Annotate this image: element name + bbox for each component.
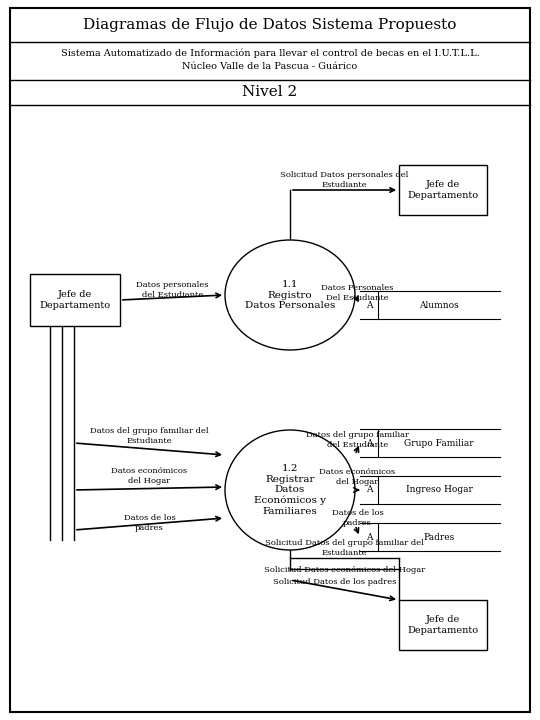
Bar — [30, 274, 120, 326]
Text: Datos del grupo familiar del
Estudiante: Datos del grupo familiar del Estudiante — [90, 428, 209, 444]
Text: A: A — [366, 438, 372, 448]
Ellipse shape — [225, 430, 355, 550]
Text: Diagramas de Flujo de Datos Sistema Propuesto: Diagramas de Flujo de Datos Sistema Prop… — [83, 18, 457, 32]
Text: Solicitud Datos personales del
Estudiante: Solicitud Datos personales del Estudiant… — [280, 171, 409, 189]
Text: Datos de los
padres: Datos de los padres — [332, 510, 383, 526]
Ellipse shape — [225, 240, 355, 350]
Text: Solicitud Datos de los padres: Solicitud Datos de los padres — [273, 578, 396, 586]
Text: A: A — [366, 533, 372, 541]
Text: Solicitud Datos del grupo familiar del
Estudiante: Solicitud Datos del grupo familiar del E… — [265, 539, 424, 557]
Text: Datos del grupo familiar
del Estudiante: Datos del grupo familiar del Estudiante — [306, 431, 409, 449]
Text: A: A — [366, 300, 372, 310]
Text: A: A — [366, 485, 372, 495]
Text: Datos Personales
Del Estudiante: Datos Personales Del Estudiante — [321, 284, 394, 302]
Text: Datos económicos
del Hogar: Datos económicos del Hogar — [111, 467, 187, 485]
Text: 1.2
Registrar
Datos
Económicos y
Familiares: 1.2 Registrar Datos Económicos y Familia… — [254, 464, 326, 516]
Text: Datos económicos
del Hogar: Datos económicos del Hogar — [320, 469, 396, 485]
Text: Alumnos: Alumnos — [419, 300, 459, 310]
Text: Nivel 2: Nivel 2 — [242, 85, 298, 99]
Text: Sistema Automatizado de Información para llevar el control de becas en el I.U.T.: Sistema Automatizado de Información para… — [60, 49, 480, 71]
Text: Datos de los
padres: Datos de los padres — [124, 514, 176, 531]
Text: 1.1
Registro
Datos Personales: 1.1 Registro Datos Personales — [245, 280, 335, 310]
Text: Solicitud Datos económicos del Hogar: Solicitud Datos económicos del Hogar — [264, 566, 425, 574]
Bar — [399, 165, 487, 215]
Text: Datos personales
del Estudiante: Datos personales del Estudiante — [136, 282, 209, 299]
Text: Ingreso Hogar: Ingreso Hogar — [406, 485, 472, 495]
Text: Jefe de
Departamento: Jefe de Departamento — [39, 290, 111, 310]
Bar — [399, 600, 487, 650]
Text: Jefe de
Departamento: Jefe de Departamento — [408, 616, 478, 635]
Text: Grupo Familiar: Grupo Familiar — [404, 438, 474, 448]
Text: Padres: Padres — [423, 533, 455, 541]
Text: Jefe de
Departamento: Jefe de Departamento — [408, 180, 478, 199]
